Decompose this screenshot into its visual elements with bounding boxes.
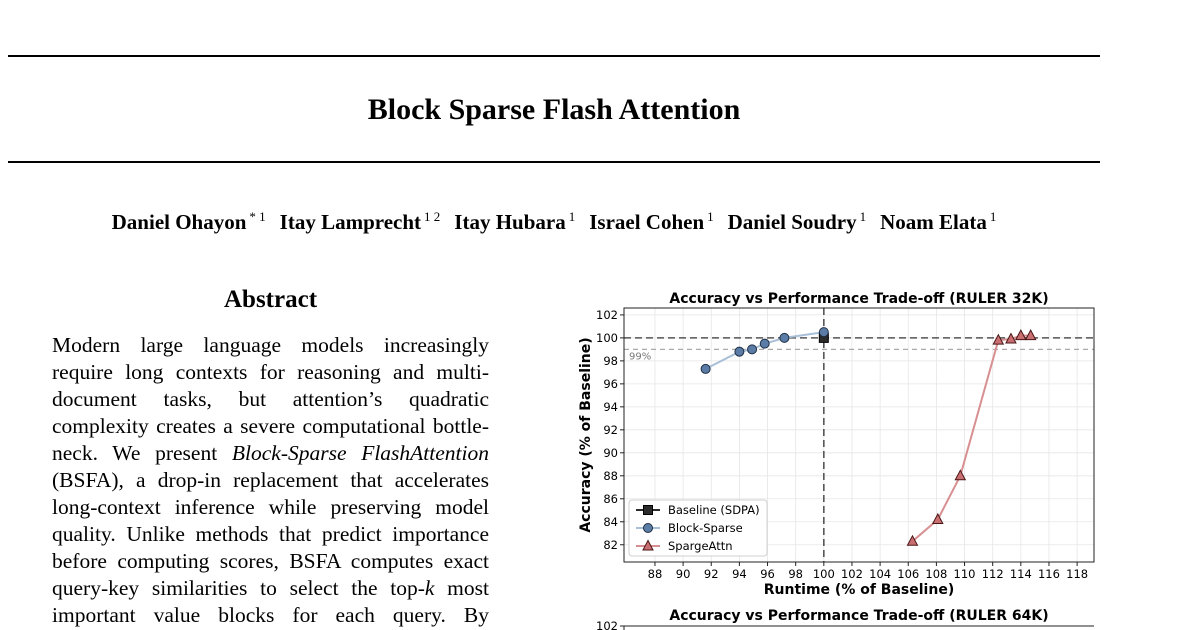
author-affiliation: 1 [859, 209, 867, 224]
author: Israel Cohen 1 [589, 209, 714, 234]
author-name: Itay Lamprecht [279, 210, 422, 234]
author: Noam Elata 1 [880, 209, 997, 234]
legend-entry: Baseline (SDPA) [668, 503, 760, 517]
plot-frame [623, 307, 1095, 563]
abstract-heading: Abstract [223, 286, 318, 313]
figure-accuracy-vs-runtime: Accuracy vs Performance Trade-off (RULER… [578, 291, 1095, 630]
abstract-emphasis: k [424, 576, 435, 600]
y-tick-label: 98 [603, 354, 618, 368]
y-tick-label: 96 [603, 377, 618, 391]
series-line-1 [705, 331, 824, 370]
author-affiliation: 1 2 [424, 209, 441, 224]
author-name: Israel Cohen [589, 210, 705, 234]
paper-title: Block Sparse Flash Attention [367, 93, 741, 126]
data-point-triangle [1005, 332, 1017, 344]
x-tick-label: 110 [954, 567, 976, 581]
x-tick-label: 108 [925, 567, 947, 581]
x-tick-label: 118 [1066, 567, 1088, 581]
author-list: Daniel Ohayon * 1 Itay Lamprecht 1 2 Itay Hu… [0, 209, 1108, 235]
x-tick-label: 112 [982, 567, 1004, 581]
abstract-body: Modern large language models increasingl… [52, 332, 489, 629]
abstract-line: complexity creates a severe computationa… [52, 414, 489, 438]
chart-2-y-tick-label: 102 [596, 619, 618, 630]
abstract-line: quality. Unlike methods that predict imp… [52, 522, 489, 546]
y-tick-label: 92 [603, 423, 618, 437]
data-point-triangle [931, 512, 944, 524]
legend-box [628, 499, 768, 557]
y-tick-label: 84 [603, 515, 618, 529]
abstract-line: require long contexts for reasoning and … [52, 360, 489, 384]
x-tick-label: 96 [760, 567, 775, 581]
abstract-line: important value blocks for each query. B… [52, 603, 489, 627]
y-tick-label: 100 [596, 331, 618, 345]
title-rule-bottom [8, 161, 1100, 163]
author-name: Noam Elata [880, 210, 987, 234]
abstract-line: Modern large language models increasingl… [52, 333, 489, 357]
y-tick-label: 90 [603, 446, 618, 460]
y-tick-label: 86 [603, 492, 618, 506]
legend-entry: SpargeAttn [668, 539, 733, 553]
chart-legend: Baseline (SDPA) Block-Sparse SpargeAttn [628, 499, 768, 557]
data-point-triangle [954, 469, 967, 481]
abstract-line: document tasks, but attention’s quadrati… [52, 387, 489, 411]
y-tick-label: 88 [603, 469, 618, 483]
legend-swatch-marker [643, 505, 653, 515]
author-affiliation: 1 [707, 209, 714, 224]
y-tick-label: 82 [603, 538, 618, 552]
x-tick-label: 90 [676, 567, 691, 581]
data-point-triangle [1024, 329, 1037, 341]
x-tick-label: 100 [813, 567, 835, 581]
x-tick-label: 98 [788, 567, 803, 581]
y-tick-label: 102 [596, 308, 618, 322]
x-axis-label: Runtime (% of Baseline) [764, 582, 954, 598]
title-rule-top [8, 55, 1100, 57]
data-point-circle [779, 332, 790, 343]
legend-swatch-marker [642, 539, 654, 551]
data-point-circle [747, 344, 758, 355]
data-point-circle [759, 338, 770, 349]
x-tick-label: 94 [732, 567, 747, 581]
data-point-circle [700, 363, 711, 374]
data-point-triangle [1014, 329, 1027, 341]
x-tick-label: 88 [648, 567, 663, 581]
author: Itay Hubara 1 [454, 209, 576, 234]
author-name: Daniel Soudry [727, 210, 857, 234]
x-tick-label: 102 [841, 567, 863, 581]
author-name: Daniel Ohayon [111, 210, 247, 234]
author-affiliation: 1 [989, 209, 997, 224]
abstract-line: (BSFA), a drop-in replacement that accel… [52, 468, 489, 492]
data-point-circle [734, 346, 745, 357]
x-tick-label: 116 [1038, 567, 1060, 581]
x-tick-label: 104 [869, 567, 891, 581]
author: Daniel Ohayon * 1 [111, 209, 266, 234]
abstract-line: query-key similarities to select the top… [52, 576, 489, 600]
chart-title: Accuracy vs Performance Trade-off (RULER… [669, 291, 1048, 307]
abstract-emphasis: Block-Sparse FlashAttention [231, 441, 489, 465]
author-affiliation: 1 [568, 209, 576, 224]
data-point-triangle [992, 333, 1005, 345]
y-tick-label: 94 [603, 400, 618, 414]
data-point-triangle [906, 534, 919, 546]
abstract-line: long-context inference while preserving … [52, 495, 489, 519]
x-tick-label: 106 [897, 567, 919, 581]
legend-entry: Block-Sparse [668, 521, 743, 535]
author: Itay Lamprecht 1 2 [279, 209, 441, 234]
x-tick-label: 114 [1010, 567, 1032, 581]
reference-label-99: 99% [629, 351, 651, 362]
author-affiliation: * 1 [249, 209, 266, 224]
author-name: Itay Hubara [454, 210, 566, 234]
chart-2-title: Accuracy vs Performance Trade-off (RULER… [669, 608, 1048, 624]
legend-swatch-marker [643, 523, 653, 533]
data-point-circle [818, 327, 829, 338]
x-tick-label: 92 [704, 567, 719, 581]
y-axis-label: Accuracy (% of Baseline) [578, 337, 594, 532]
series-line-2 [911, 334, 1031, 543]
abstract-line: neck. We present Block-Sparse FlashAtten… [52, 441, 489, 465]
abstract-line: before computing scores, BSFA computes e… [52, 549, 489, 573]
author: Daniel Soudry 1 [727, 209, 867, 234]
